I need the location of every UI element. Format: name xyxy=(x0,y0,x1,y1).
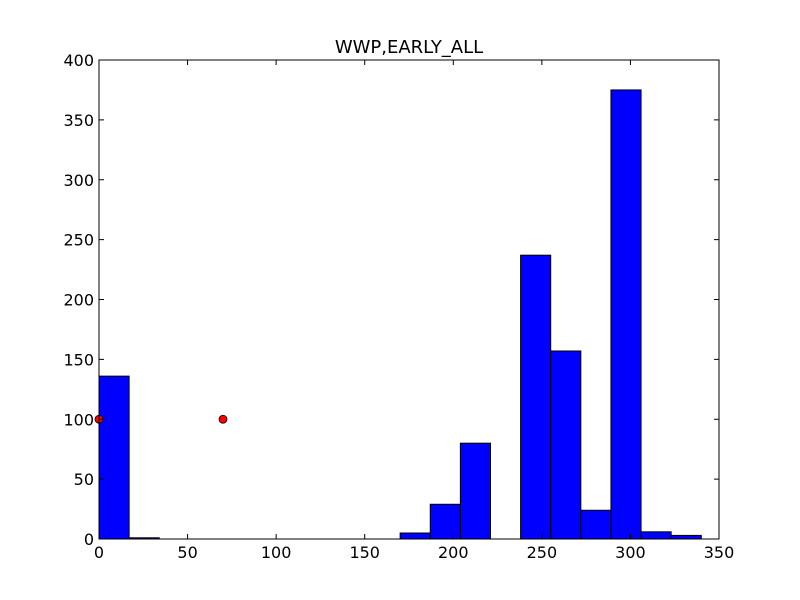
bars-group xyxy=(98,89,702,540)
y-tick-label-0: 0 xyxy=(84,530,94,549)
chart-title: WWP,EARLY_ALL xyxy=(335,37,483,58)
tick-labels-group: 0 50 100 150 200 250 300 350 0 50 100 150 200 250 300 3… xyxy=(63,51,734,562)
histogram-bar-0 xyxy=(98,375,130,540)
x-tick-label-7: 350 xyxy=(704,543,735,562)
scatter-point-1 xyxy=(218,414,228,424)
x-tick-label-1: 50 xyxy=(177,543,197,562)
y-tick-label-4: 200 xyxy=(63,291,94,310)
histogram-bar-14 xyxy=(520,254,552,540)
x-tick-label-6: 300 xyxy=(615,543,646,562)
histogram-bar-15 xyxy=(550,350,582,540)
x-tick-label-3: 150 xyxy=(349,543,380,562)
x-tick-label-5: 250 xyxy=(527,543,558,562)
histogram-bar-17 xyxy=(610,89,642,540)
y-tick-label-1: 50 xyxy=(74,470,94,489)
y-tick-label-5: 250 xyxy=(63,231,94,250)
y-tick-label-3: 150 xyxy=(63,350,94,369)
x-tick-label-4: 200 xyxy=(438,543,469,562)
histogram-bar-12 xyxy=(459,442,491,540)
histogram-bar-10 xyxy=(399,532,431,540)
y-tick-label-8: 400 xyxy=(63,51,94,70)
y-tick-label-2: 100 xyxy=(63,410,94,429)
histogram-bar-18 xyxy=(640,531,672,540)
y-tick-label-6: 300 xyxy=(63,171,94,190)
x-tick-label-0: 0 xyxy=(94,543,104,562)
x-tick-label-2: 100 xyxy=(261,543,292,562)
ticks-group xyxy=(98,59,720,540)
y-tick-label-7: 350 xyxy=(63,111,94,130)
histogram-bar-11 xyxy=(429,503,461,540)
histogram-bar-19 xyxy=(670,534,702,540)
histogram-bar-16 xyxy=(580,509,612,540)
